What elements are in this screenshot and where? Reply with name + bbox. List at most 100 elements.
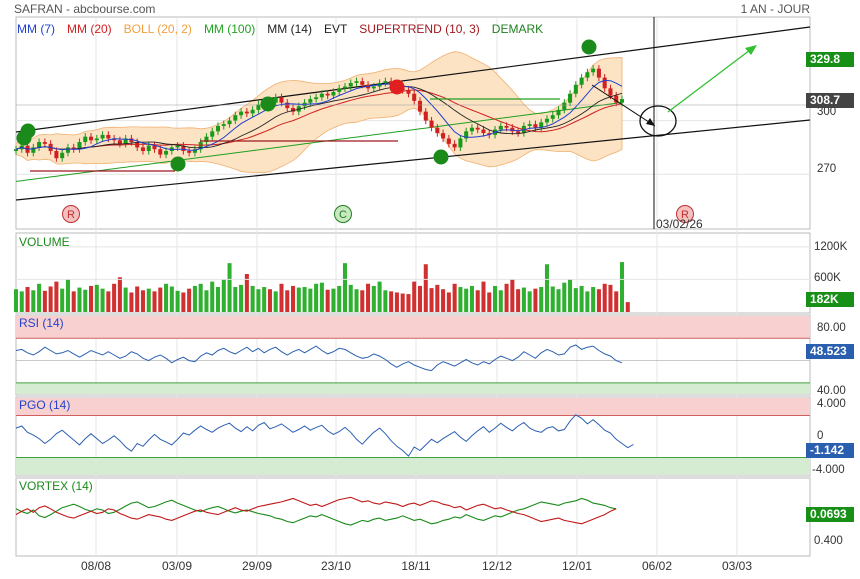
candle-body [60, 152, 65, 159]
volume-bar [48, 286, 53, 312]
volume-bar [256, 289, 261, 312]
target-circle [639, 105, 677, 137]
vortex-label: VORTEX (14) [19, 479, 93, 493]
volume-bar [366, 283, 371, 312]
legend-mm7[interactable]: MM (7) [17, 22, 55, 36]
volume-bar [354, 289, 359, 312]
vortex-tick-0400: 0.400 [814, 535, 843, 547]
legend-mm100[interactable]: MM (100) [203, 22, 256, 36]
candle-body [556, 109, 561, 116]
candle-body [498, 125, 503, 130]
volume-bar [602, 283, 607, 312]
candle-body [412, 93, 417, 101]
date-tick: 12/01 [561, 559, 593, 573]
candle-body [354, 81, 359, 83]
volume-bar [527, 291, 532, 312]
candle-body [481, 129, 486, 134]
candle-body [608, 88, 613, 96]
resistance-price-badge: 329.8 [806, 52, 854, 67]
event-marker-letter: C [339, 209, 347, 221]
volume-bar [146, 288, 151, 312]
volume-bar [314, 283, 319, 312]
bollinger-band [15, 51, 623, 174]
volume-bar [106, 291, 111, 312]
volume-bar [158, 287, 163, 312]
candle-body [417, 100, 423, 112]
indicator-legend: MM (7) MM (20) BOLL (20, 2) MM (100) MM (14)… [17, 22, 555, 38]
legend-demark[interactable]: DEMARK [491, 22, 544, 36]
legend-evt[interactable]: EVT [323, 22, 348, 36]
volume-bar [516, 289, 521, 312]
rsi-tick-40: 40.00 [817, 385, 846, 397]
channel-upper-line [15, 26, 811, 133]
candle-body [250, 109, 255, 114]
volume-bar [279, 283, 284, 312]
legend-mm14[interactable]: MM (14) [267, 22, 312, 36]
date-tick: 23/10 [320, 559, 352, 573]
volume-bar [377, 281, 382, 312]
legend-supertrend[interactable]: SUPERTREND (10, 3) [359, 22, 480, 36]
volume-bar [394, 292, 399, 312]
candle-body [244, 111, 249, 114]
candle-body [510, 127, 515, 132]
candle-body [568, 93, 573, 103]
pgo-tick-4: 4.000 [817, 398, 846, 410]
candle-body [233, 115, 238, 121]
volume-bar [423, 264, 428, 312]
pgo-tick-0: 0 [817, 430, 824, 442]
volume-bar [37, 283, 42, 312]
volume-bar [204, 290, 209, 312]
candle-body [319, 93, 324, 98]
candle-body [469, 127, 474, 132]
candle-body [591, 68, 596, 73]
projection-arrow-up [667, 46, 755, 113]
candle-body [279, 97, 284, 103]
volume-bar [596, 289, 601, 312]
volume-bar [573, 288, 578, 312]
candle-body [112, 138, 117, 141]
event-marker-0 [62, 205, 80, 223]
date-tick: 06/02 [641, 559, 673, 573]
volume-label: VOLUME [19, 235, 70, 249]
candle-body [602, 77, 607, 89]
volume-bar [233, 287, 238, 312]
volume-bar [446, 292, 451, 312]
volume-bar [371, 285, 376, 312]
period-label: 1 AN - JOUR [740, 2, 810, 16]
volume-bar [221, 279, 226, 312]
pgo-line [15, 414, 634, 457]
volume-bar [562, 282, 567, 312]
volume-bar [406, 294, 411, 312]
date-tick: 12/12 [481, 559, 513, 573]
candle-body [550, 115, 555, 119]
volume-bar [464, 288, 469, 312]
candle-body [325, 93, 330, 96]
candle-body [446, 138, 451, 144]
candle-body [475, 127, 480, 130]
legend-boll[interactable]: BOLL (20, 2) [123, 22, 192, 36]
volume-bar [539, 287, 544, 312]
volume-bar [556, 289, 561, 312]
candle-body [452, 143, 457, 148]
candle-body [539, 122, 544, 128]
pane-frame-3 [15, 396, 811, 477]
date-tick: 08/08 [80, 559, 112, 573]
volume-bar [273, 291, 278, 312]
candle-body [573, 84, 578, 94]
volume-bar [625, 302, 630, 312]
candle-body [187, 151, 192, 153]
volume-bar [498, 290, 503, 312]
legend-mm20[interactable]: MM (20) [67, 22, 112, 36]
candle-body [89, 136, 94, 141]
date-tick: 29/09 [241, 559, 273, 573]
volume-bar [112, 283, 117, 312]
volume-bar [550, 286, 555, 312]
candle-body [42, 142, 47, 144]
demark-marker [581, 39, 597, 55]
projection-arrow-down [591, 84, 656, 127]
volume-bar [389, 291, 394, 312]
candle-body [458, 138, 463, 148]
candle-body [585, 72, 590, 78]
volume-bar [481, 281, 486, 312]
